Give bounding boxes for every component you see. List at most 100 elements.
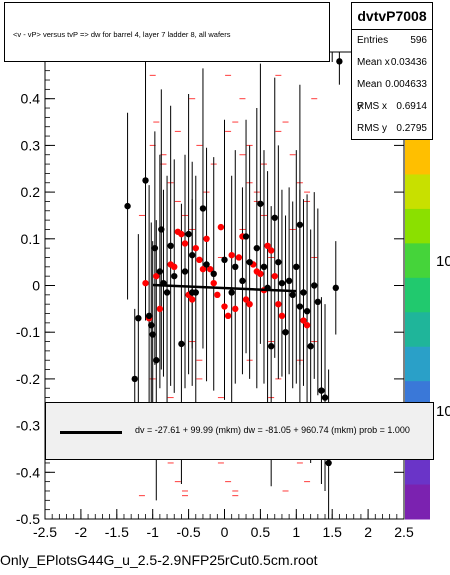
black-data-point: [282, 329, 289, 336]
red-data-point: [224, 312, 232, 320]
red-data-point: [196, 256, 203, 264]
black-data-point: [307, 343, 314, 350]
black-data-point: [278, 279, 286, 287]
stats-value: 0.03436: [390, 57, 427, 68]
palette-segment: [405, 243, 430, 279]
black-data-point: [239, 277, 246, 285]
black-data-point: [167, 242, 174, 250]
red-data-point: [188, 296, 196, 303]
palette-segment: [405, 208, 430, 244]
x-tick-label: 1.5: [322, 524, 342, 540]
black-data-point: [131, 375, 138, 383]
stats-label: Entries: [357, 35, 389, 46]
black-data-point: [228, 289, 235, 296]
red-data-point: [267, 247, 275, 254]
red-data-point: [181, 240, 189, 247]
x-tick-label: 2: [364, 524, 372, 540]
red-data-point: [271, 272, 278, 280]
stats-row-entries: Entries 596: [352, 30, 432, 52]
fit-legend: dv = -27.61 + 99.99 (mkm) dw = -81.05 + …: [45, 402, 434, 460]
black-data-point: [135, 314, 142, 322]
black-data-point: [192, 289, 199, 296]
black-data-point: [221, 256, 228, 264]
y-tick-label: -0.2: [16, 371, 40, 387]
fit-result-text: dv = -27.61 + 99.99 (mkm) dw = -81.05 + …: [135, 425, 410, 435]
plot-title: <v - vP> versus tvP => dw for barrel 4, …: [13, 30, 231, 39]
stats-row-rms-x: RMS x 0.6914: [352, 96, 432, 118]
x-tick-label: -1: [146, 524, 159, 540]
x-tick-label: 2.5: [394, 524, 414, 540]
stats-value: 0.6914: [396, 101, 427, 112]
red-data-point: [232, 305, 239, 313]
stats-value: 596: [410, 35, 427, 46]
red-data-point: [246, 300, 253, 308]
y-tick-label: -0.1: [16, 324, 40, 340]
red-data-point: [275, 300, 282, 308]
y-tick-label: 0.4: [21, 91, 41, 107]
palette-segment: [405, 346, 430, 382]
stats-label: Mean x: [357, 57, 390, 68]
file-name-label: Only_EPlotsG44G_u_2.5-2.9NFP25rCut0.5cm.…: [0, 552, 318, 568]
red-data-point: [235, 254, 243, 261]
black-data-point: [271, 214, 278, 221]
black-data-point: [210, 270, 217, 278]
black-data-point: [303, 307, 311, 315]
red-data-point: [142, 279, 149, 287]
black-data-point: [188, 251, 196, 259]
y-tick-label: -0.3: [16, 418, 40, 434]
black-data-point: [296, 303, 304, 310]
red-data-point: [257, 270, 264, 278]
stats-value: 0.004633: [385, 79, 427, 90]
legend-line-sample: [60, 431, 122, 434]
fit-line: [152, 283, 297, 293]
x-tick-label: 0.5: [251, 524, 271, 540]
y-tick-label: 0.1: [21, 231, 41, 247]
x-tick-label: -2: [75, 524, 88, 540]
black-data-point: [124, 202, 131, 210]
black-data-point: [321, 394, 329, 401]
palette-segment: [405, 174, 430, 210]
palette-segment: [405, 484, 430, 520]
black-data-point: [314, 298, 322, 306]
y-tick-label: -0.4: [16, 464, 40, 480]
black-data-point: [257, 200, 264, 207]
axes: -2.5 -2 -1.5 -1 -0.5 0 0.5 1 1.5 2 2.5 -0.5 -0.4 -0.3…: [16, 51, 414, 540]
stats-value: 0.2795: [396, 123, 427, 134]
black-data-point: [260, 263, 268, 271]
red-data-point: [264, 242, 271, 250]
x-tick-label: 0: [221, 524, 229, 540]
black-data-point: [275, 258, 282, 266]
black-data-point: [267, 343, 275, 350]
red-data-point: [300, 317, 307, 324]
stats-label: Mean y: [357, 79, 383, 112]
red-data-point: [206, 265, 214, 273]
black-data-point: [148, 321, 155, 329]
black-data-point: [318, 387, 325, 394]
black-data-point: [232, 263, 239, 271]
x-tick-label: -1.5: [105, 524, 129, 540]
black-data-point: [285, 277, 293, 285]
black-data-point: [300, 289, 307, 296]
palette-tick-label: 10: [436, 403, 450, 420]
palette-tick-label: 10: [436, 253, 450, 270]
palette-segment: [405, 312, 430, 348]
stats-label: RMS y: [357, 123, 387, 134]
red-data-point: [171, 263, 178, 271]
red-data-point: [242, 296, 250, 303]
black-series: [124, 58, 343, 467]
red-data-point: [192, 244, 199, 252]
x-tick-label: -2.5: [33, 524, 57, 540]
title-box: <v - vP> versus tvP => dw for barrel 4, …: [4, 2, 330, 62]
black-data-point: [151, 244, 159, 252]
red-data-point: [178, 230, 185, 238]
black-data-point: [149, 331, 156, 338]
black-data-point: [178, 340, 185, 348]
y-tick-label: 0: [32, 278, 40, 294]
black-data-point: [332, 284, 339, 292]
black-data-point: [296, 221, 304, 228]
black-data-point: [181, 268, 189, 275]
black-data-point: [203, 261, 210, 268]
y-tick-label: 0.3: [21, 137, 41, 153]
red-data-point: [156, 305, 164, 313]
black-data-point: [336, 58, 343, 65]
